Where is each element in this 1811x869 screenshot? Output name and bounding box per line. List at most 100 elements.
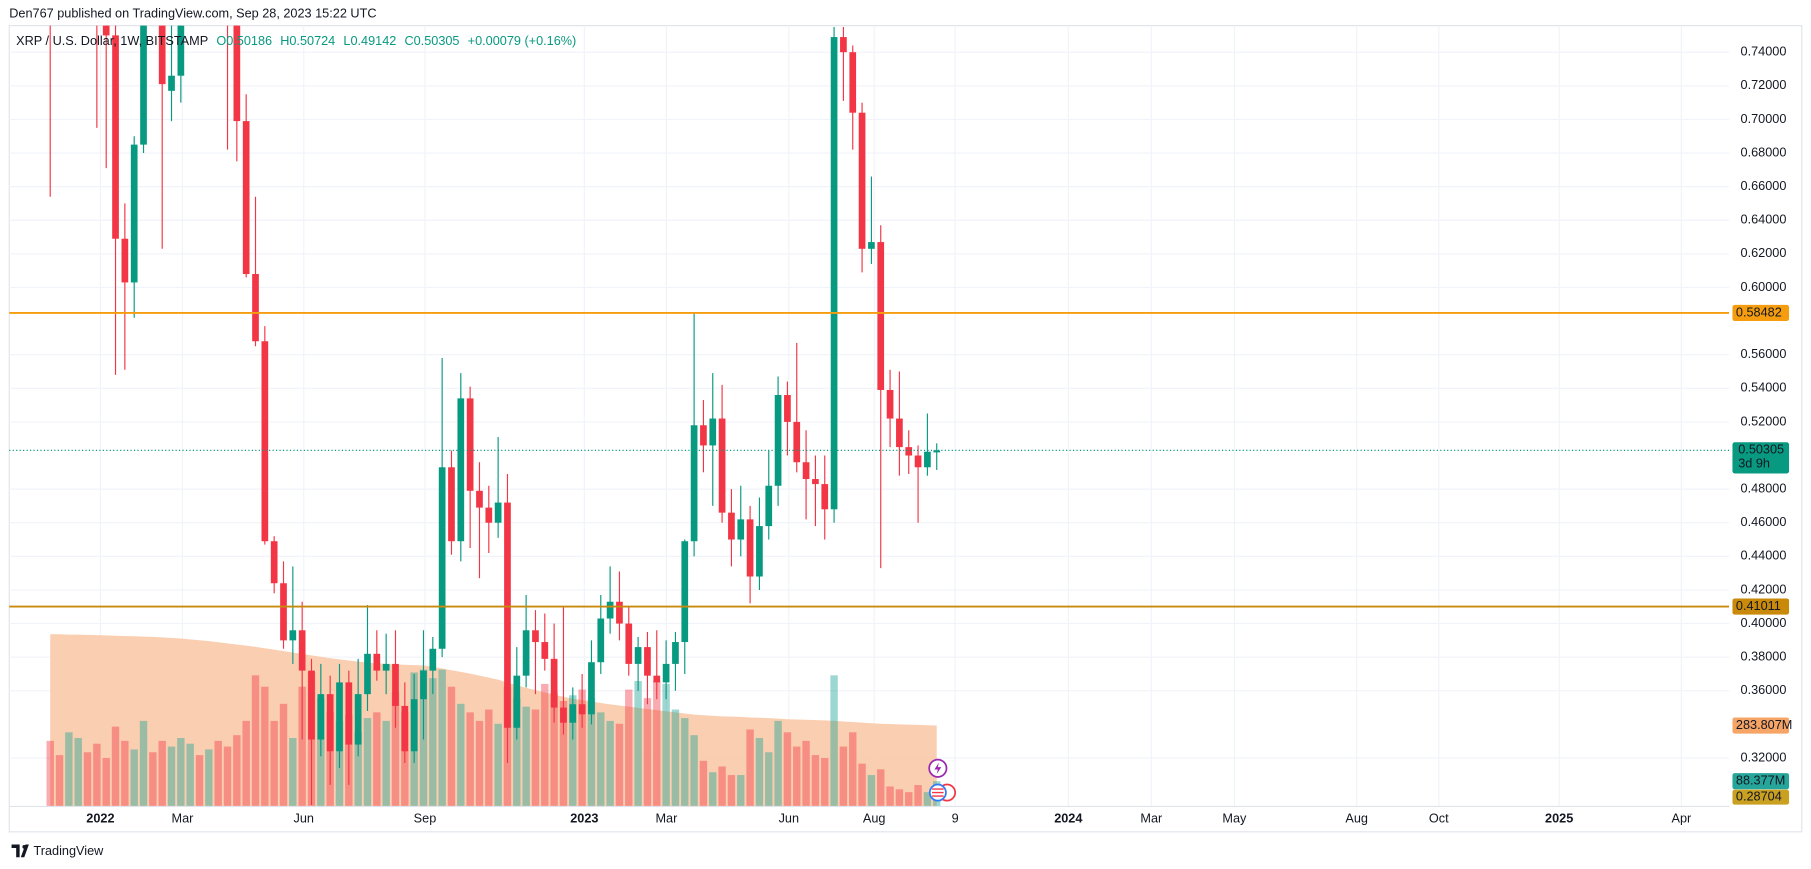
volume-bar [877, 769, 885, 807]
volume-bar [149, 752, 157, 807]
brand-name[interactable]: TradingView [33, 844, 104, 858]
volume-label-box [1732, 773, 1790, 790]
extra-price-label-text: 0.28704 [1736, 790, 1782, 804]
volume-bar [223, 746, 232, 807]
volume-bar [690, 735, 698, 807]
volume-bar [699, 760, 708, 807]
y-tick-label: 0.32000 [1741, 750, 1787, 764]
volume-bar [205, 749, 213, 807]
volume-bar [485, 709, 493, 807]
event-bolt [934, 762, 942, 775]
level-label-box [1732, 304, 1790, 322]
candle-body [494, 502, 502, 523]
candle-body [933, 450, 941, 453]
candle-body [653, 675, 661, 683]
candle-body [485, 507, 493, 523]
volume-bar [55, 755, 64, 807]
volume-ma-label-text: 283.807M [1736, 718, 1792, 732]
candle-body [718, 418, 726, 513]
x-tick-label: Aug [863, 811, 886, 825]
volume-bar [167, 746, 176, 807]
volume-bar [494, 723, 502, 807]
volume-bar [821, 757, 829, 807]
candle-body [242, 121, 250, 275]
level-label-box [1732, 598, 1790, 615]
volume-bar [354, 732, 362, 807]
volume-bar [905, 792, 913, 807]
volume-bar [186, 743, 194, 807]
volume-bar [270, 720, 278, 807]
volume-bar [606, 720, 614, 807]
y-tick-label: 0.46000 [1741, 515, 1787, 529]
y-tick-label: 0.60000 [1741, 280, 1787, 294]
volume-bar [727, 775, 736, 807]
candle-body [802, 462, 810, 480]
x-tick-label: Aug [1345, 811, 1368, 825]
candle-body [289, 630, 297, 641]
volume-bar [214, 740, 222, 807]
candle-body [812, 479, 819, 485]
overlays: 0.74000 0.72000 0.70000 0.68000 0.66000 0.640… [9, 45, 1792, 825]
candle-body [905, 447, 913, 456]
volume-bar [438, 669, 446, 807]
candle-body [252, 274, 259, 342]
volume-bar [158, 740, 166, 807]
candle-body [877, 242, 885, 390]
volume-bar [130, 749, 138, 807]
candle-body [448, 467, 455, 542]
candle-body [765, 485, 773, 527]
candle-body [270, 541, 278, 584]
symbol-name[interactable]: XRP / U.S. Dollar, 1W, BITSTAMP [16, 34, 208, 48]
y-tick-label: 0.72000 [1741, 78, 1787, 92]
publisher-line: Den767 published on TradingView.com, Sep… [9, 6, 376, 20]
ohlc-change: +0.00079 (+0.16%) [468, 34, 577, 48]
event-icons[interactable] [928, 758, 957, 802]
volume-bar [475, 720, 484, 807]
candle-body [709, 418, 717, 446]
candle-body [382, 663, 390, 671]
x-tick-label: 2024 [1054, 811, 1082, 825]
candle-body [532, 630, 539, 643]
volume-bar [559, 700, 568, 807]
candle-body [177, 25, 185, 76]
volume-bar [289, 738, 297, 807]
y-tick-label: 0.40000 [1741, 616, 1787, 630]
candle-body [354, 694, 362, 745]
y-tick-label: 0.42000 [1741, 582, 1787, 596]
candle-body [308, 670, 315, 740]
volume-bar [363, 718, 372, 807]
footer: TradingView [11, 844, 104, 858]
volume-bar [569, 695, 577, 807]
volume-bar [765, 752, 773, 807]
candle-body [737, 519, 745, 540]
volume-bar [46, 740, 54, 807]
volume-bar [923, 792, 932, 807]
x-tick-label: Apr [1672, 811, 1693, 825]
y-tick-label: 0.62000 [1741, 246, 1787, 260]
candle-body [410, 699, 418, 752]
volume-bar [541, 683, 549, 807]
candle-body [102, 25, 110, 36]
volume-bar [858, 763, 866, 807]
volume-bar [895, 789, 904, 807]
candle-body [625, 623, 633, 664]
candle-body [924, 451, 931, 468]
volume-bar [746, 729, 754, 807]
y-tick-label: 0.56000 [1741, 347, 1787, 361]
candles [49, 25, 941, 806]
volume-ma-label-box [1732, 717, 1790, 734]
volume-bar [625, 689, 633, 807]
volume-bar [662, 683, 670, 807]
legend: XRP / U.S. Dollar, 1W, BITSTAMP O0.50186… [16, 34, 576, 48]
y-tick-label: 0.44000 [1741, 549, 1787, 563]
candle-body [793, 421, 801, 463]
y-tick-label: 0.54000 [1741, 381, 1787, 395]
last-price-text: 0.50305 [1738, 443, 1784, 457]
candle-body [504, 502, 511, 728]
y-tick-label: 0.68000 [1741, 145, 1787, 159]
volume-bar [671, 709, 680, 807]
candle-body [662, 663, 670, 683]
candle-body [728, 512, 735, 540]
volume-bar [550, 692, 558, 807]
candle-body [634, 647, 642, 664]
